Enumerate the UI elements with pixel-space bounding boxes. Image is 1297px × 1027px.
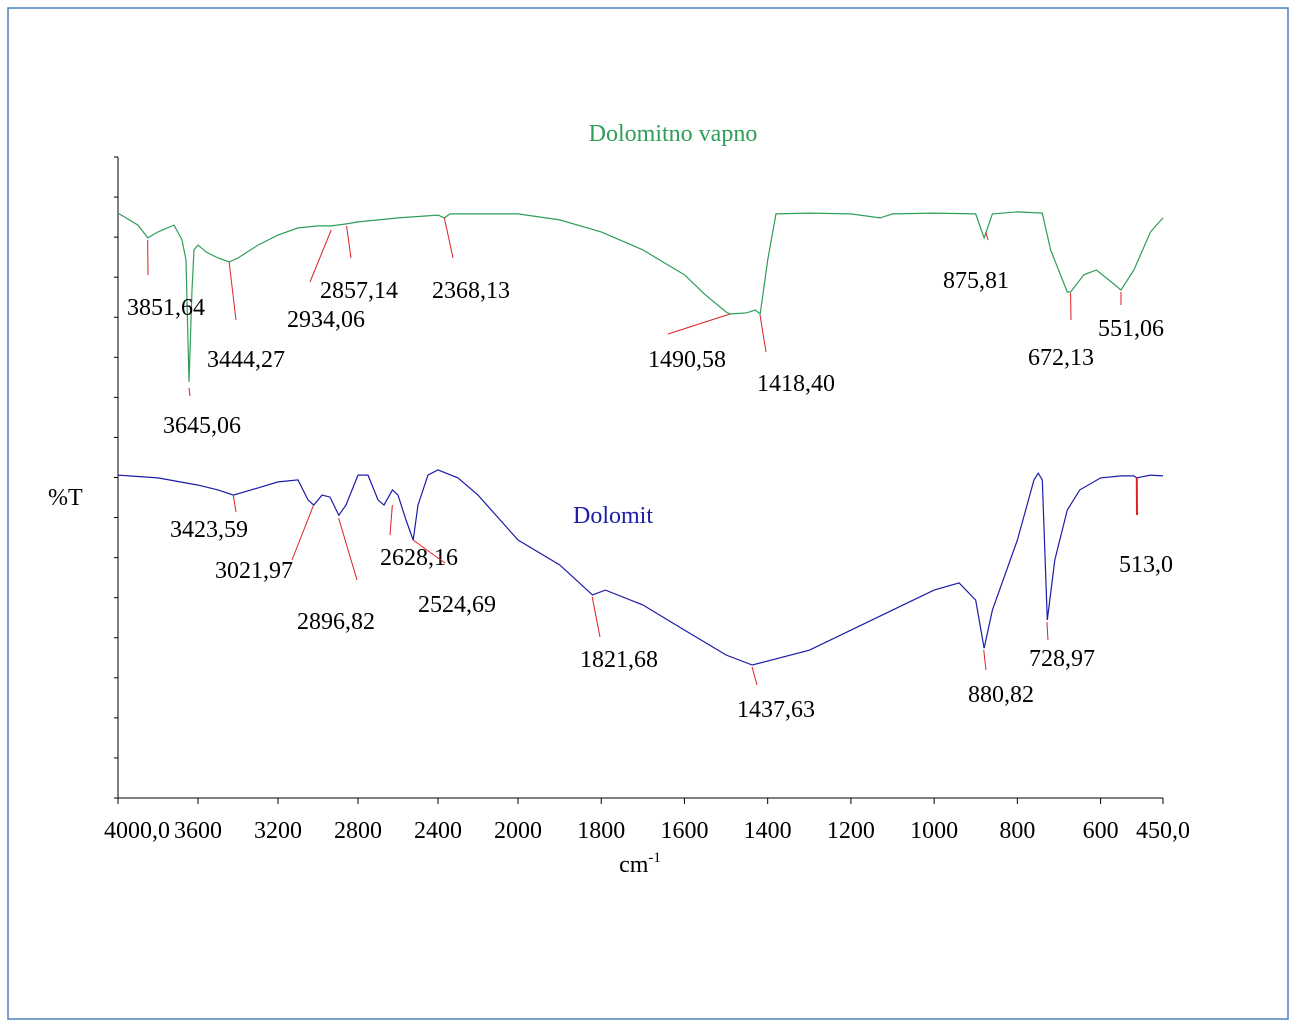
- peak-label: 2368,13: [432, 278, 510, 304]
- x-tick-label: 1800: [577, 818, 625, 844]
- peak-label: 1418,40: [757, 371, 835, 397]
- x-tick-label: 3200: [254, 818, 302, 844]
- peak-marker: [228, 261, 237, 321]
- x-tick-label: 800: [999, 818, 1035, 844]
- peak-label: 3645,06: [163, 413, 241, 439]
- peak-label: 3021,97: [215, 558, 293, 584]
- x-tick-label: 2000: [494, 818, 542, 844]
- x-tick-label: 450,0: [1136, 818, 1190, 844]
- peak-label: 1437,63: [737, 697, 815, 723]
- peak-label: 3423,59: [170, 517, 248, 543]
- x-tick-label: 1200: [827, 818, 875, 844]
- peak-label: 1821,68: [580, 647, 658, 673]
- x-tick-label: 4000,0: [104, 818, 170, 844]
- peak-label: 875,81: [943, 268, 1009, 294]
- x-tick-label: 1000: [910, 818, 958, 844]
- x-axis-label-sup: -1: [648, 850, 661, 866]
- peak-label: 1490,58: [648, 347, 726, 373]
- spectrum-line: [117, 469, 1164, 666]
- peak-label: 3444,27: [207, 347, 285, 373]
- peak-marker: [751, 666, 758, 686]
- peak-marker: [346, 225, 352, 259]
- x-axis-label: cm-1: [619, 850, 661, 878]
- spectrum-line: [117, 211, 1164, 382]
- peak-label: 513,0: [1119, 552, 1173, 578]
- peak-marker: [443, 217, 454, 259]
- peak-label: 2857,14: [320, 278, 398, 304]
- peak-label: 728,97: [1029, 646, 1095, 672]
- peak-label: 2524,69: [418, 592, 496, 618]
- peak-label: 2934,06: [287, 307, 365, 333]
- series-label: Dolomitno vapno: [589, 121, 758, 147]
- peak-marker: [232, 494, 237, 513]
- peak-label: 3851,64: [127, 295, 205, 321]
- peak-label: 2628,16: [380, 545, 458, 571]
- peak-label: 880,82: [968, 682, 1034, 708]
- peak-label: 551,06: [1098, 316, 1164, 342]
- x-tick-label: 600: [1083, 818, 1119, 844]
- peak-marker: [759, 314, 767, 353]
- x-tick-label: 2400: [414, 818, 462, 844]
- x-tick-label: 2800: [334, 818, 382, 844]
- peak-label: 672,13: [1028, 345, 1094, 371]
- peak-marker: [188, 387, 191, 397]
- peak-marker: [309, 229, 332, 283]
- peak-marker: [667, 313, 731, 335]
- x-axis-label-base: cm: [619, 852, 649, 878]
- x-tick-label: 1600: [660, 818, 708, 844]
- peak-label: 2896,82: [297, 609, 375, 635]
- series-label: Dolomit: [573, 503, 653, 529]
- y-axis-label: %T: [48, 485, 83, 511]
- x-tick-label: 1400: [744, 818, 792, 844]
- frame: [7, 7, 1289, 1020]
- x-tick-label: 3600: [174, 818, 222, 844]
- peak-marker: [389, 504, 393, 536]
- peak-marker: [291, 504, 315, 561]
- peak-marker: [983, 649, 987, 671]
- peak-marker: [985, 231, 989, 241]
- peak-marker: [591, 596, 601, 638]
- peak-marker: [412, 539, 446, 564]
- peak-marker: [338, 517, 358, 581]
- peak-marker: [1046, 621, 1049, 641]
